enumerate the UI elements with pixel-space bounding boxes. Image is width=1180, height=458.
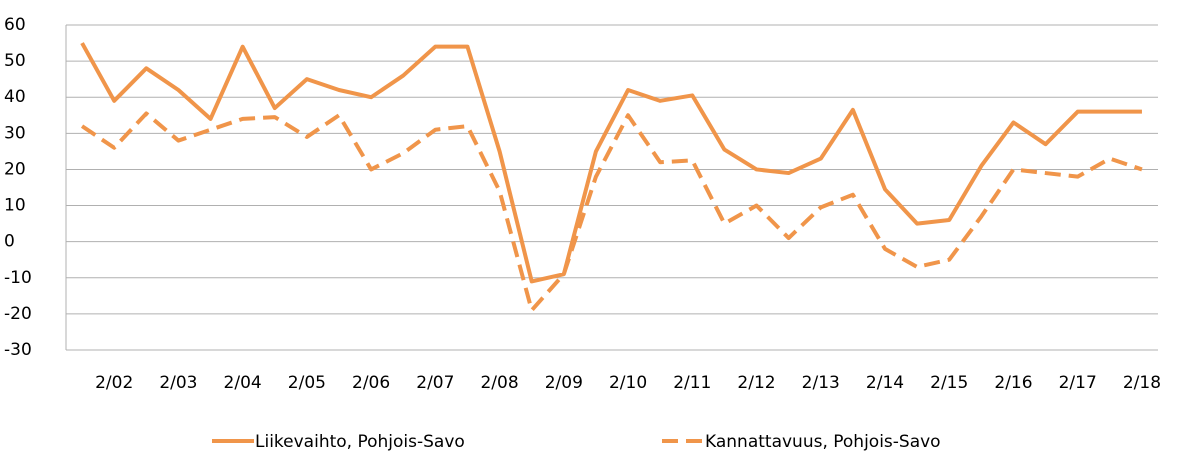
y-tick-label: 50	[4, 51, 26, 71]
y-tick-label: 60	[4, 15, 26, 35]
x-tick-label: 2/10	[609, 373, 647, 393]
y-tick-label: 40	[4, 87, 26, 107]
y-tick-label: 0	[4, 232, 15, 252]
x-tick-label: 2/17	[1059, 373, 1097, 393]
x-tick-label: 2/11	[673, 373, 711, 393]
x-tick-label: 2/18	[1123, 373, 1161, 393]
y-tick-label: -30	[4, 340, 32, 360]
y-tick-label: 30	[4, 123, 26, 143]
line-series	[80, 42, 1142, 284]
y-tick-label: 20	[4, 159, 26, 179]
x-tick-label: 2/06	[352, 373, 390, 393]
y-tick-label: -20	[4, 304, 32, 324]
x-tick-label: 2/14	[866, 373, 904, 393]
y-tick-label: -10	[4, 268, 32, 288]
x-tick-label: 2/16	[994, 373, 1032, 393]
x-tick-label: 2/13	[802, 373, 840, 393]
y-tick-label: 10	[4, 196, 26, 216]
x-tick-label: 2/07	[416, 373, 454, 393]
x-tick-label: 2/05	[288, 373, 326, 393]
legend-label: Liikevaihto, Pohjois-Savo	[255, 432, 465, 452]
x-tick-label: 2/03	[159, 373, 197, 393]
x-tick-label: 2/12	[737, 373, 775, 393]
x-tick-label: 2/09	[545, 373, 583, 393]
line-series	[80, 111, 1143, 313]
x-tick-label: 2/08	[480, 373, 518, 393]
x-tick-label: 2/02	[95, 373, 133, 393]
x-tick-label: 2/15	[930, 373, 968, 393]
legend-label: Kannattavuus, Pohjois-Savo	[705, 432, 941, 452]
x-tick-label: 2/04	[224, 373, 262, 393]
